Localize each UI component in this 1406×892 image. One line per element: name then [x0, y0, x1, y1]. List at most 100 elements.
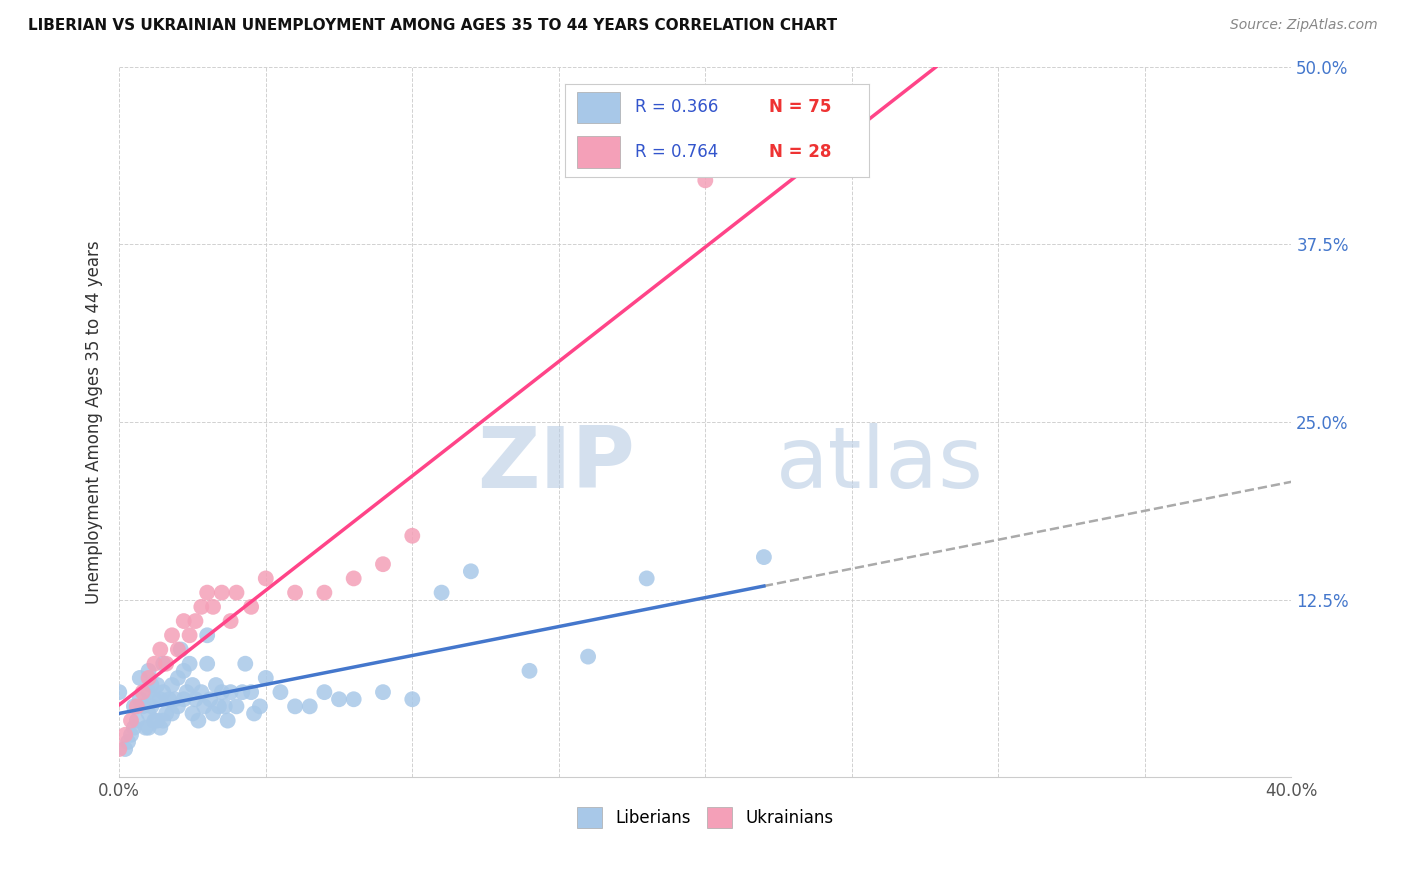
Point	[240, 685, 263, 699]
Point	[108, 685, 131, 699]
Point	[198, 692, 221, 706]
Point	[173, 692, 195, 706]
Point	[128, 671, 150, 685]
Point	[214, 699, 236, 714]
Point	[636, 571, 658, 585]
Point	[152, 685, 174, 699]
Point	[173, 664, 195, 678]
Text: atlas: atlas	[776, 423, 984, 506]
Point	[371, 558, 394, 572]
Point	[284, 699, 307, 714]
Point	[122, 721, 145, 735]
Point	[371, 685, 394, 699]
Point	[181, 706, 204, 721]
Point	[146, 678, 169, 692]
Point	[219, 614, 242, 628]
Point	[138, 706, 160, 721]
Point	[254, 571, 277, 585]
Point	[152, 657, 174, 671]
Point	[254, 671, 277, 685]
Point	[132, 685, 155, 699]
Point	[135, 721, 157, 735]
Point	[143, 692, 166, 706]
Point	[519, 664, 541, 678]
Point	[138, 685, 160, 699]
Y-axis label: Unemployment Among Ages 35 to 44 years: Unemployment Among Ages 35 to 44 years	[86, 240, 103, 604]
Point	[231, 685, 253, 699]
Point	[160, 678, 183, 692]
Point	[195, 585, 218, 599]
Point	[401, 692, 423, 706]
Point	[120, 714, 142, 728]
Point	[233, 657, 256, 671]
Point	[163, 692, 186, 706]
Point	[190, 685, 212, 699]
Point	[122, 699, 145, 714]
Point	[138, 671, 160, 685]
Point	[211, 585, 233, 599]
Text: ZIP: ZIP	[477, 423, 636, 506]
Point	[149, 692, 172, 706]
Point	[143, 657, 166, 671]
Point	[141, 699, 163, 714]
Point	[143, 714, 166, 728]
Point	[128, 692, 150, 706]
Point	[314, 685, 336, 699]
Point	[298, 699, 321, 714]
Point	[430, 585, 453, 599]
Point	[695, 173, 717, 187]
Point	[167, 699, 190, 714]
Point	[401, 529, 423, 543]
Point	[155, 657, 177, 671]
Point	[195, 628, 218, 642]
Point	[125, 714, 148, 728]
Point	[138, 721, 160, 735]
Point	[167, 671, 190, 685]
Point	[343, 571, 366, 585]
Point	[141, 678, 163, 692]
Point	[249, 699, 271, 714]
Point	[284, 585, 307, 599]
Point	[114, 742, 136, 756]
Point	[211, 685, 233, 699]
Point	[117, 735, 139, 749]
Point	[343, 692, 366, 706]
Point	[157, 692, 180, 706]
Point	[225, 585, 247, 599]
Point	[202, 599, 225, 614]
Point	[149, 642, 172, 657]
Point	[179, 657, 201, 671]
Point	[125, 699, 148, 714]
Point	[269, 685, 291, 699]
Point	[173, 614, 195, 628]
Text: Source: ZipAtlas.com: Source: ZipAtlas.com	[1230, 18, 1378, 32]
Point	[243, 706, 266, 721]
Point	[170, 642, 193, 657]
Point	[187, 714, 209, 728]
Point	[152, 714, 174, 728]
Point	[219, 685, 242, 699]
Point	[752, 550, 775, 565]
Point	[184, 692, 207, 706]
Point	[160, 706, 183, 721]
Point	[132, 699, 155, 714]
Point	[202, 706, 225, 721]
Point	[217, 714, 239, 728]
Text: LIBERIAN VS UKRAINIAN UNEMPLOYMENT AMONG AGES 35 TO 44 YEARS CORRELATION CHART: LIBERIAN VS UKRAINIAN UNEMPLOYMENT AMONG…	[28, 18, 837, 33]
Point	[176, 685, 198, 699]
Point	[195, 657, 218, 671]
Legend: Liberians, Ukrainians: Liberians, Ukrainians	[571, 801, 841, 834]
Point	[155, 706, 177, 721]
Point	[205, 678, 228, 692]
Point	[138, 664, 160, 678]
Point	[181, 678, 204, 692]
Point	[240, 599, 263, 614]
Point	[193, 699, 215, 714]
Point	[184, 614, 207, 628]
Point	[108, 742, 131, 756]
Point	[114, 728, 136, 742]
Point	[225, 699, 247, 714]
Point	[179, 628, 201, 642]
Point	[328, 692, 350, 706]
Point	[314, 585, 336, 599]
